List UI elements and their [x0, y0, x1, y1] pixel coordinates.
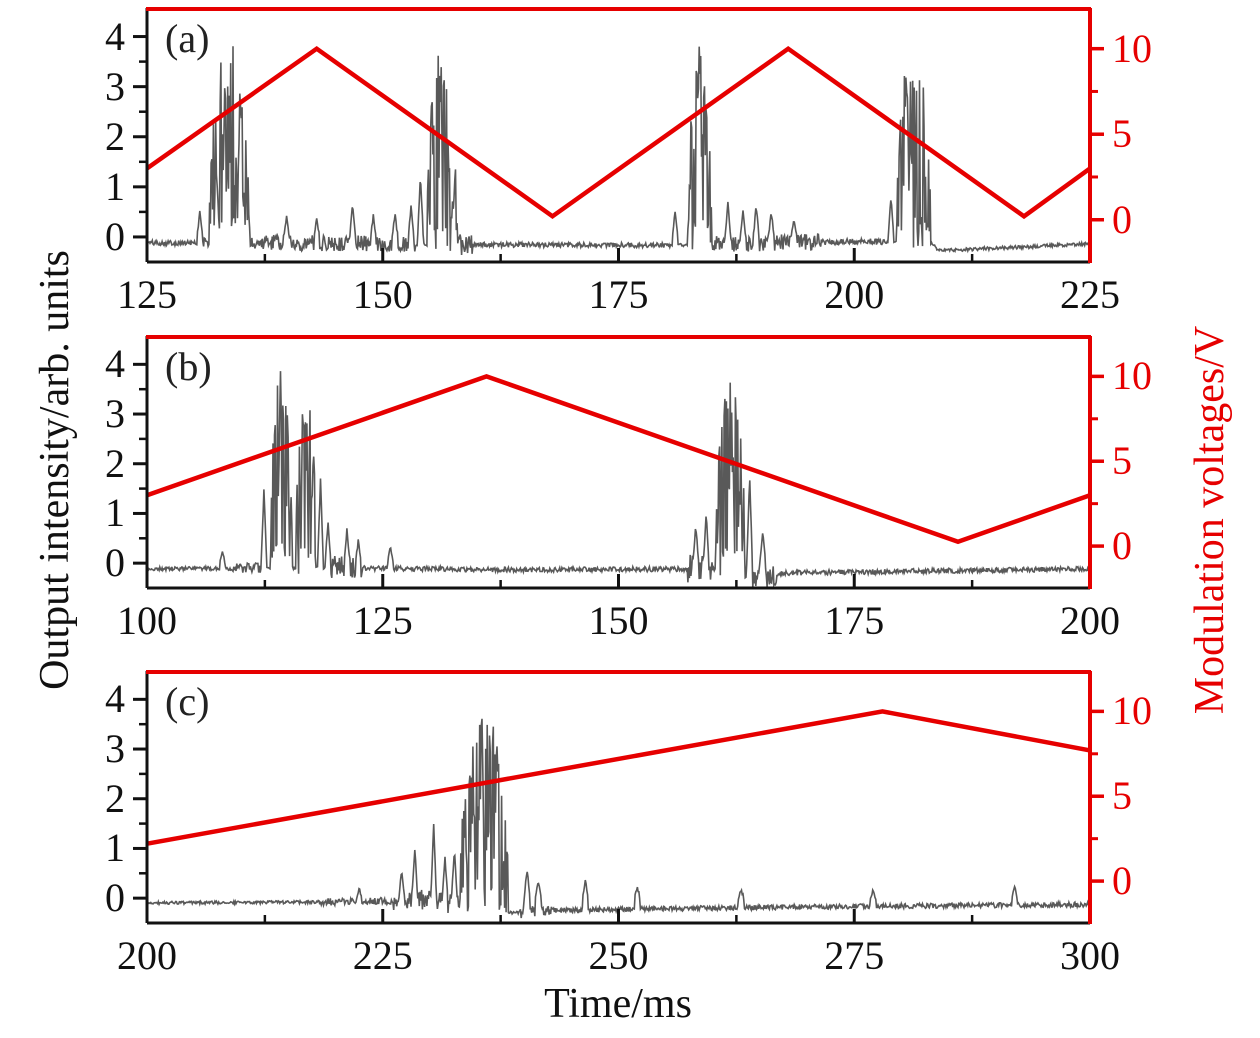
- modulation-voltage-line: [146, 45, 1091, 220]
- x-tick-label: 175: [824, 598, 885, 643]
- right-y-tick-label: 5: [1112, 111, 1132, 157]
- right-y-tick-label: 5: [1112, 438, 1132, 484]
- x-axis-title: Time/ms: [544, 981, 692, 1027]
- panel-c: (c) 200 225 250 275 300 0 1 2 3 4 0 5 10: [105, 670, 1152, 977]
- x-tick-label: 225: [352, 933, 413, 978]
- left-y-tick-label: 3: [105, 726, 125, 772]
- left-y-tick-label: 0: [105, 540, 125, 586]
- right-y-tick-label: 10: [1112, 25, 1152, 71]
- left-y-tick-label: 4: [105, 13, 125, 59]
- right-y-tick-label: 10: [1112, 353, 1152, 399]
- x-tick-label: 150: [588, 598, 649, 643]
- panel-a: (a) 125 150 175 200 225 0 1 2 3 4 0 5 10: [105, 7, 1152, 316]
- right-y-tick-label: 0: [1112, 523, 1132, 569]
- panel-a-plot: [133, 7, 1104, 264]
- panel-c-letter: (c): [165, 679, 210, 724]
- x-tick-label: 200: [1060, 598, 1120, 643]
- x-tick-label: 100: [117, 598, 177, 643]
- left-y-tick-label: 2: [105, 775, 125, 821]
- x-tick-label: 175: [588, 272, 649, 317]
- right-y-tick-label: 5: [1112, 773, 1132, 819]
- x-tick-label: 125: [352, 598, 413, 643]
- left-y-tick-label: 1: [105, 825, 125, 871]
- modulation-voltage-line: [146, 709, 1091, 846]
- x-tick-label: 250: [588, 933, 649, 978]
- panel-b-plot: [133, 335, 1104, 590]
- panel-b: (b) 100 125 150 175 200 0 1 2 3 4 0 5 10: [105, 335, 1152, 642]
- right-y-tick-label: 0: [1112, 858, 1132, 904]
- right-y-tick-label: 10: [1112, 688, 1152, 734]
- left-y-tick-label: 2: [105, 440, 125, 486]
- output-intensity-trace: [146, 718, 1091, 919]
- left-y-tick-label: 1: [105, 490, 125, 536]
- left-y-tick-label: 0: [105, 213, 125, 259]
- output-intensity-trace: [146, 46, 1091, 256]
- x-tick-label: 275: [824, 933, 885, 978]
- left-y-tick-label: 2: [105, 113, 125, 159]
- x-tick-label: 300: [1060, 933, 1120, 978]
- panel-b-letter: (b): [165, 344, 212, 389]
- left-y-tick-label: 3: [105, 63, 125, 109]
- left-y-tick-label: 1: [105, 163, 125, 209]
- x-tick-label: 225: [1060, 272, 1120, 317]
- x-tick-label: 200: [824, 272, 885, 317]
- panel-a-letter: (a): [165, 16, 210, 61]
- left-y-tick-label: 4: [105, 341, 125, 387]
- x-tick-label: 125: [117, 272, 177, 317]
- output-intensity-trace: [146, 371, 1091, 588]
- panel-c-plot: [133, 670, 1104, 925]
- x-tick-label: 200: [117, 933, 177, 978]
- right-y-tick-label: 0: [1112, 196, 1132, 242]
- modulation-voltage-line: [146, 374, 1091, 545]
- right-y-axis-title: Modulation voltages/V: [1187, 325, 1233, 715]
- left-y-tick-label: 4: [105, 676, 125, 722]
- x-tick-label: 150: [352, 272, 413, 317]
- left-y-tick-label: 3: [105, 391, 125, 437]
- left-y-tick-label: 0: [105, 875, 125, 921]
